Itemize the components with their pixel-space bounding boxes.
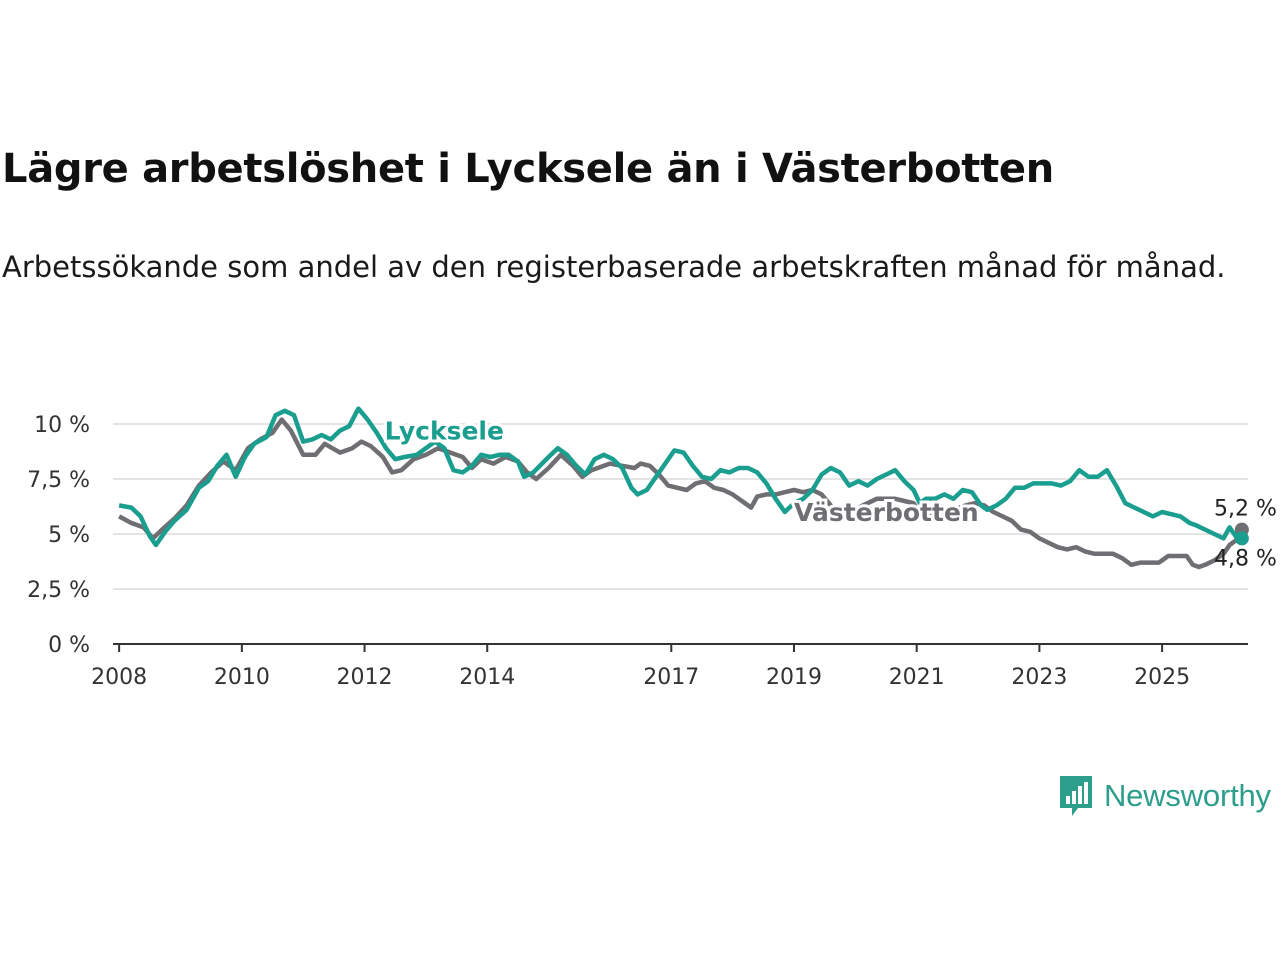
x-tick-label: 2010: [214, 665, 270, 690]
end-point-lycksele: [1234, 531, 1249, 546]
x-tick-label: 2023: [1011, 665, 1067, 690]
x-tick-label: 2012: [337, 665, 393, 690]
newsworthy-logo[interactable]: Newsworthy: [1058, 774, 1271, 818]
end-label-vasterbotten: 5,2 %: [1214, 497, 1277, 522]
chart-subtitle: Arbetssökande som andel av den registerb…: [2, 250, 1226, 284]
x-tick-label: 2019: [766, 665, 822, 690]
series-label-lycksele: Lycksele: [385, 417, 504, 446]
x-axis: 2008 2010 2012 2014 2017 2019 2021 2023 2025: [91, 643, 1248, 690]
y-axis-tick-labels: 0 % 2,5 % 5 % 7,5 % 10 %: [27, 413, 90, 658]
line-chart: 0 % 2,5 % 5 % 7,5 % 10 % 2008 2010 2012 2014 201…: [27, 406, 1277, 690]
x-tick-label: 2025: [1134, 665, 1190, 690]
x-tick-label: 2008: [91, 665, 147, 690]
series-labels: 5,2 % 4,8 % Lycksele Västerbotten: [382, 414, 1277, 572]
bar-chart-icon: [1060, 776, 1092, 816]
series-line-lycksele: [118, 406, 1243, 548]
series-line-västerbotten: [118, 417, 1244, 570]
x-tick-label: 2014: [459, 665, 515, 690]
series-label-västerbotten: Västerbotten: [794, 498, 979, 527]
y-tick-label: 0 %: [48, 633, 90, 658]
x-tick-label: 2017: [643, 665, 699, 690]
series-lines: [118, 406, 1249, 570]
x-tick-label: 2021: [889, 665, 945, 690]
y-tick-label: 7,5 %: [27, 468, 90, 493]
y-tick-label: 5 %: [48, 523, 90, 548]
gridlines: [113, 423, 1248, 590]
end-label-lycksele: 4,8 %: [1214, 546, 1277, 571]
logo-text: Newsworthy: [1104, 778, 1271, 813]
y-tick-label: 10 %: [34, 413, 90, 438]
chart-title: Lägre arbetslöshet i Lycksele än i Väste…: [2, 146, 1054, 192]
y-tick-label: 2,5 %: [27, 578, 90, 603]
